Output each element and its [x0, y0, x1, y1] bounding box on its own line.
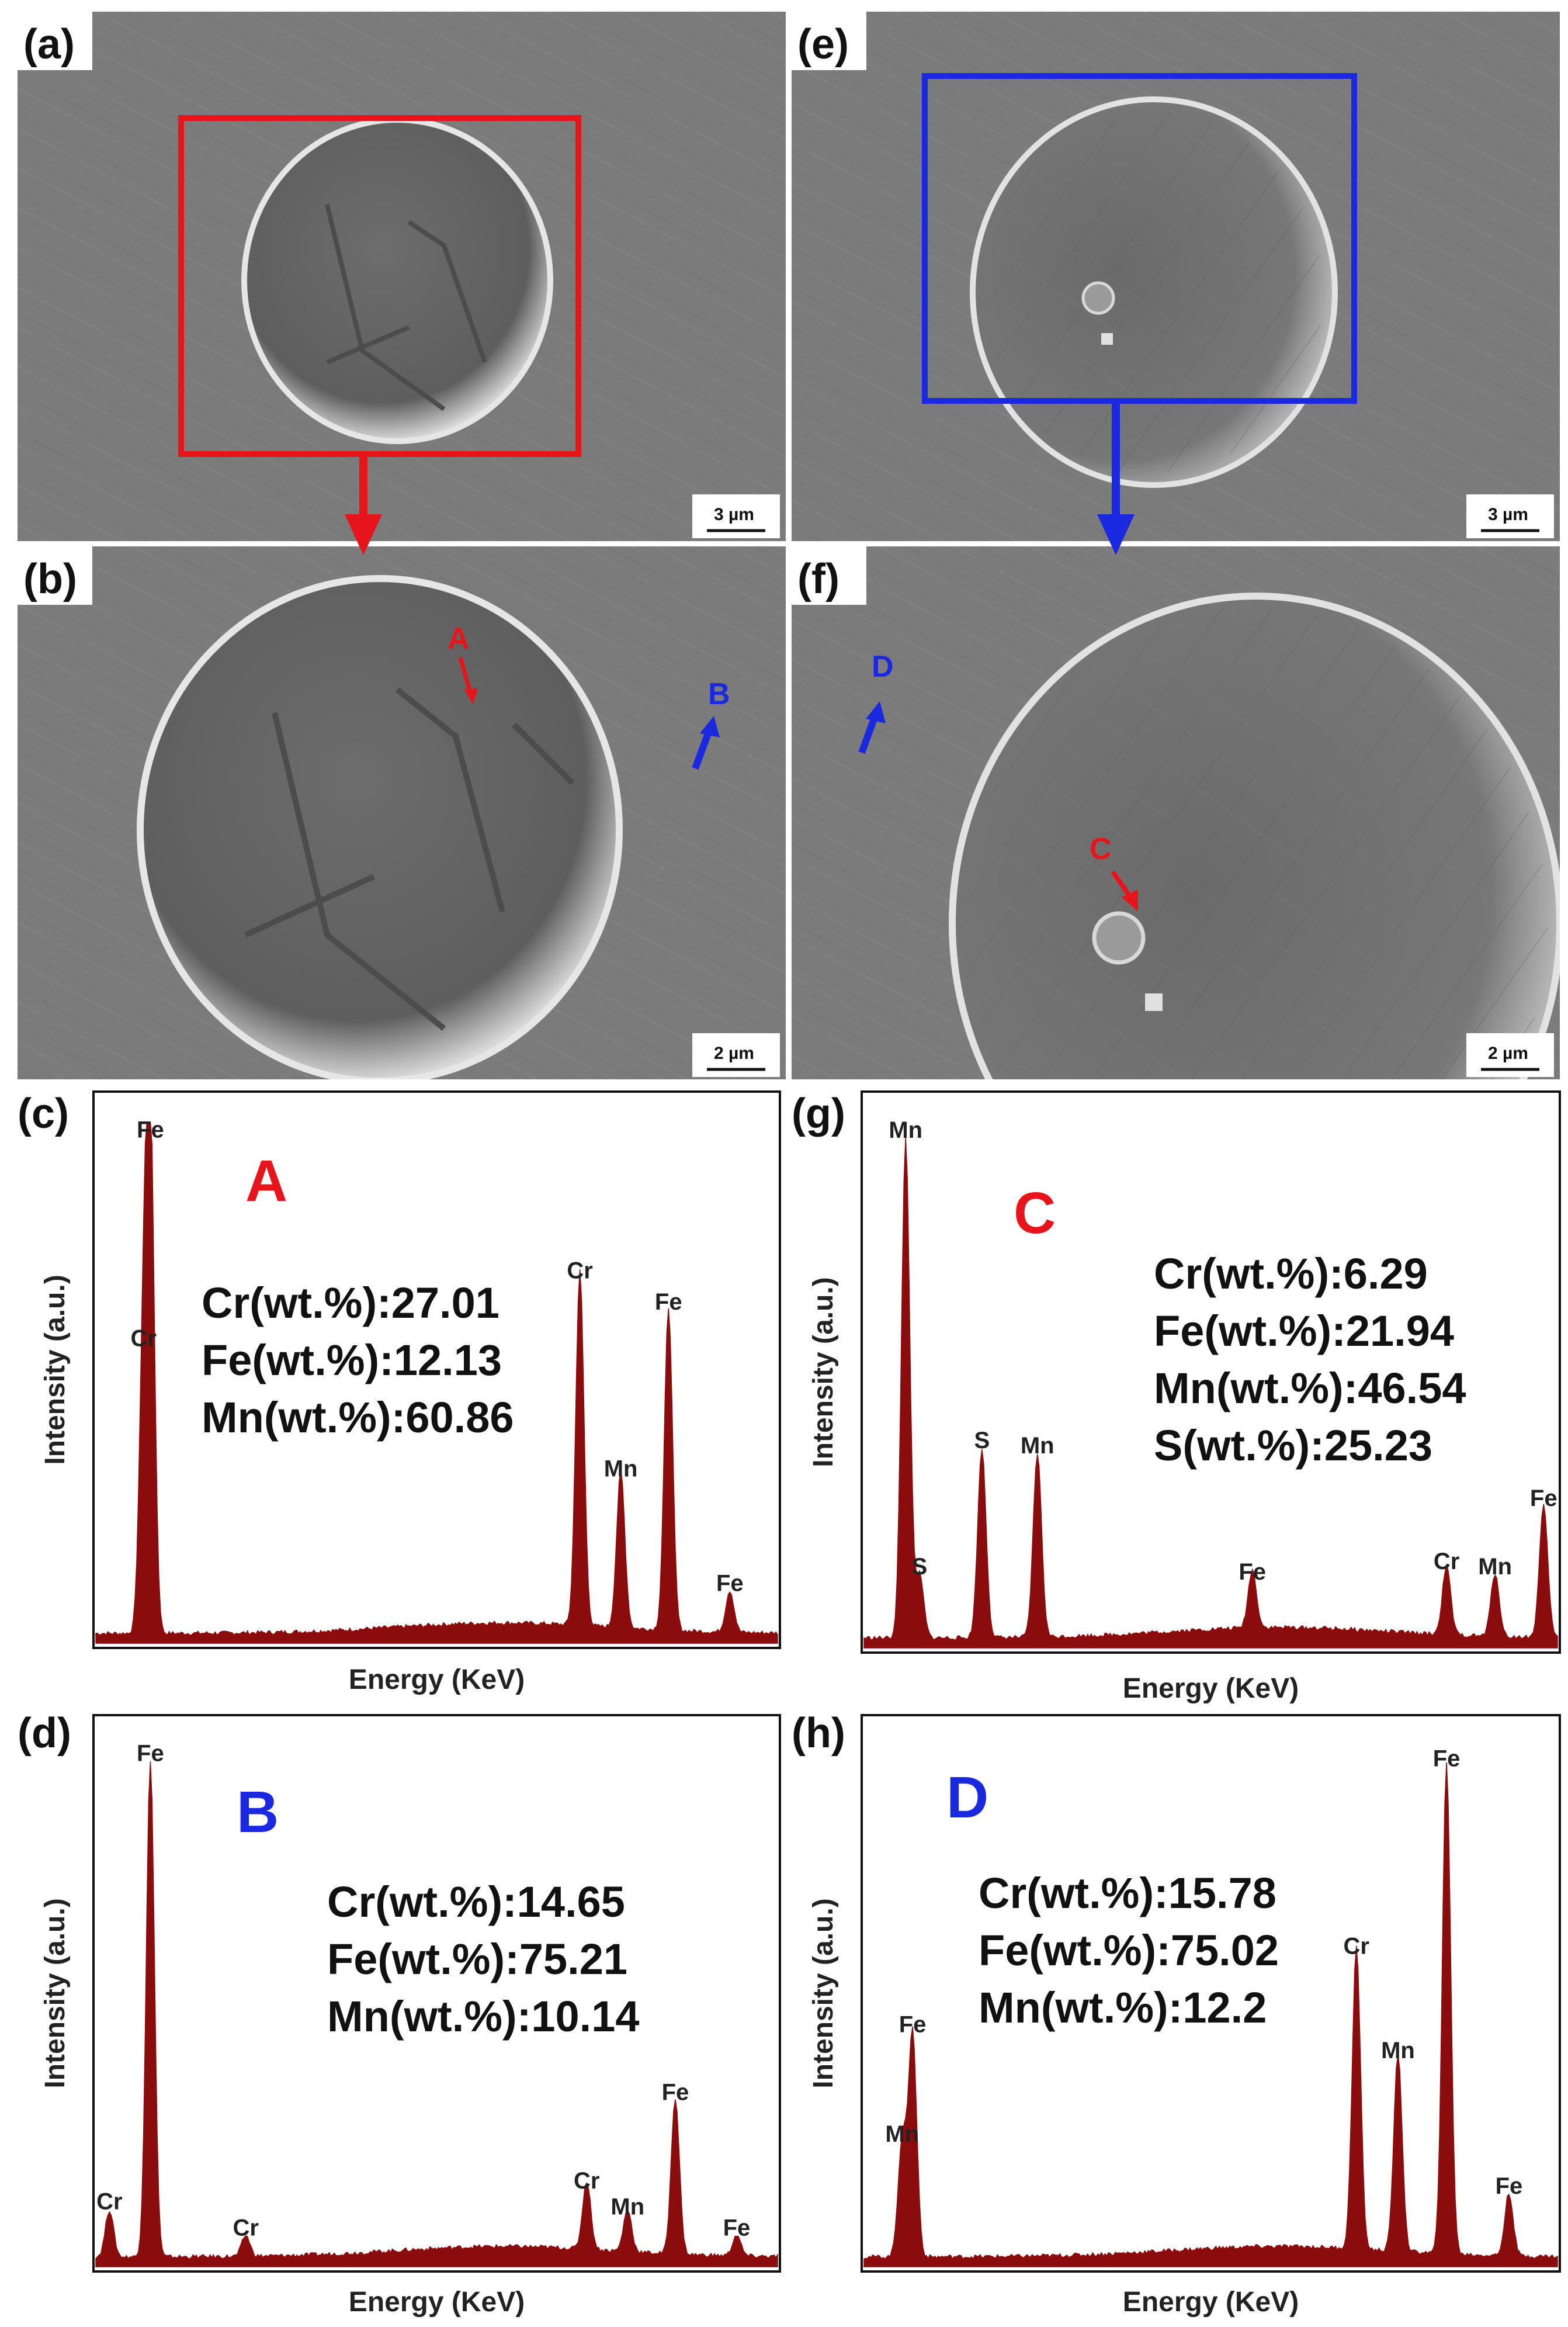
scale-bar-label: 3 µm [714, 505, 754, 524]
peak-label-mn: Mn [1021, 1433, 1054, 1459]
peak-label-cr: Cr [130, 1325, 156, 1351]
peak-label-mn: Mn [889, 1117, 922, 1143]
composition-line: Mn(wt.%):60.86 [202, 1393, 514, 1442]
roi-box-red [178, 115, 581, 457]
peak-label-cr: Cr [1434, 1549, 1459, 1574]
marker-letter-b: B [708, 677, 730, 711]
marker-letter-c: C [1090, 832, 1112, 866]
peak-label-cr: Cr [567, 1258, 592, 1283]
panel-label-e: (e) [797, 21, 849, 68]
spectrum-panel-c: (c) A Cr(wt.%):27.01 Fe(wt.%):12.13 Mn(wt.%)… [18, 1090, 781, 1695]
peak-label-cr: Cr [233, 2215, 259, 2241]
sem-panel-e: (e) 3 µm [792, 12, 1560, 541]
sem-panel-b: (b) A B 2 µm [18, 546, 786, 1079]
peak-label-fe: Fe [1530, 1485, 1557, 1511]
x-axis-label: Energy (KeV) [1123, 2287, 1299, 2318]
x-axis-label: Energy (KeV) [349, 2287, 525, 2318]
peak-label-fe: Fe [137, 1741, 164, 1767]
peak-label-cr: Cr [1344, 1934, 1369, 1959]
peak-label-fe: Fe [723, 2215, 751, 2241]
y-axis-label: Intensity (a.u.) [808, 1277, 839, 1467]
composition-line: Fe(wt.%):75.02 [979, 1926, 1279, 1975]
marker-arrow-b [692, 729, 713, 770]
point-letter: C [1014, 1180, 1056, 1246]
scale-bar-label: 2 µm [714, 1044, 754, 1063]
peak-label-mn: Mn [604, 1456, 638, 1481]
panel-label-h: (h) [792, 1710, 845, 1757]
composition-line: Fe(wt.%):12.13 [202, 1336, 502, 1384]
composition-line: Fe(wt.%):75.21 [327, 1935, 627, 1983]
x-axis-label: Energy (KeV) [1123, 1673, 1299, 1704]
scale-bar-label: 2 µm [1488, 1044, 1528, 1063]
peak-label-fe: Fe [662, 2079, 689, 2105]
composition-line: S(wt.%):25.23 [1154, 1421, 1432, 1470]
peak-label-fe: Fe [1433, 1746, 1461, 1772]
panel-label-c: (c) [18, 1090, 69, 1137]
peak-label-mn: Mn [1478, 1554, 1512, 1580]
spectrum-panel-d: (d) B Cr(wt.%):14.65 Fe(wt.%):75.21 Mn(wt.%)… [18, 1710, 781, 2318]
peak-label-mn: Mn [610, 2194, 644, 2220]
peak-label-s: S [912, 1554, 928, 1580]
panel-label-f: (f) [797, 556, 839, 602]
spectrum-area [95, 1761, 778, 2267]
label-box [18, 12, 92, 70]
particle-image [241, 117, 553, 444]
peak-label-fe: Fe [899, 2011, 927, 2037]
plot-frame [92, 1714, 781, 2273]
composition-line: Fe(wt.%):21.94 [1154, 1307, 1454, 1355]
marker-arrow-a [458, 657, 473, 693]
y-axis-label: Intensity (a.u.) [40, 1275, 71, 1464]
peak-label-fe: Fe [716, 1571, 744, 1597]
peak-label-fe: Fe [137, 1117, 164, 1143]
eds-spectra: (c) A Cr(wt.%):27.01 Fe(wt.%):12.13 Mn(wt.%)… [18, 1090, 1561, 2318]
composition-line: Cr(wt.%):6.29 [1154, 1249, 1428, 1298]
peak-label-mn: Mn [1381, 2038, 1415, 2063]
composition-line: Cr(wt.%):27.01 [202, 1279, 499, 1327]
spectrum-panel-h: (h) D Cr(wt.%):15.78 Fe(wt.%):75.02 Mn(wt.%)… [792, 1710, 1561, 2318]
peak-label-fe: Fe [655, 1289, 682, 1315]
sem-panel-a: (a) 3 µm [18, 12, 786, 541]
spectrum-area [863, 1137, 1558, 1649]
panel-label-b: (b) [23, 556, 77, 602]
point-letter: B [237, 1779, 279, 1845]
peak-label-mn: Mn [885, 2121, 919, 2147]
marker-arrow-c [1111, 870, 1133, 899]
scale-bar-label: 3 µm [1488, 505, 1528, 524]
label-box [792, 546, 866, 605]
marker-letter-a: A [447, 622, 470, 656]
particle-image [137, 575, 623, 1079]
marker-letter-d: D [872, 650, 894, 684]
composition-line: Mn(wt.%):46.54 [1154, 1364, 1466, 1412]
point-letter: A [245, 1148, 287, 1214]
peak-label-fe: Fe [1496, 2173, 1523, 2199]
spectrum-area [863, 1762, 1558, 2267]
composition-line: Cr(wt.%):14.65 [327, 1878, 625, 1926]
y-axis-label: Intensity (a.u.) [40, 1898, 71, 2088]
spectrum-area [95, 1121, 778, 1644]
sem-panel-f: (f) D C 2 µm [792, 546, 1560, 1079]
roi-box-blue [922, 73, 1357, 404]
peak-label-cr: Cr [574, 2168, 599, 2194]
composition-line: Mn(wt.%):12.2 [979, 1983, 1267, 2032]
peak-label-s: S [974, 1428, 990, 1453]
composition-line: Mn(wt.%):10.14 [327, 1992, 640, 2041]
point-letter: D [946, 1765, 988, 1830]
panel-label-g: (g) [792, 1090, 845, 1137]
label-box [792, 12, 866, 70]
spectrum-panel-g: (g) C Cr(wt.%):6.29 Fe(wt.%):21.94 Mn(wt.%):… [792, 1090, 1561, 1704]
panel-label-d: (d) [18, 1710, 71, 1757]
composition-line: Cr(wt.%):15.78 [979, 1869, 1276, 1917]
x-axis-label: Energy (KeV) [349, 1664, 525, 1695]
peak-label-fe: Fe [1239, 1559, 1266, 1585]
y-axis-label: Intensity (a.u.) [808, 1898, 839, 2088]
panel-label-a: (a) [23, 21, 75, 68]
peak-label-cr: Cr [96, 2189, 122, 2215]
label-box [18, 546, 92, 605]
marker-arrow-d [858, 714, 879, 754]
